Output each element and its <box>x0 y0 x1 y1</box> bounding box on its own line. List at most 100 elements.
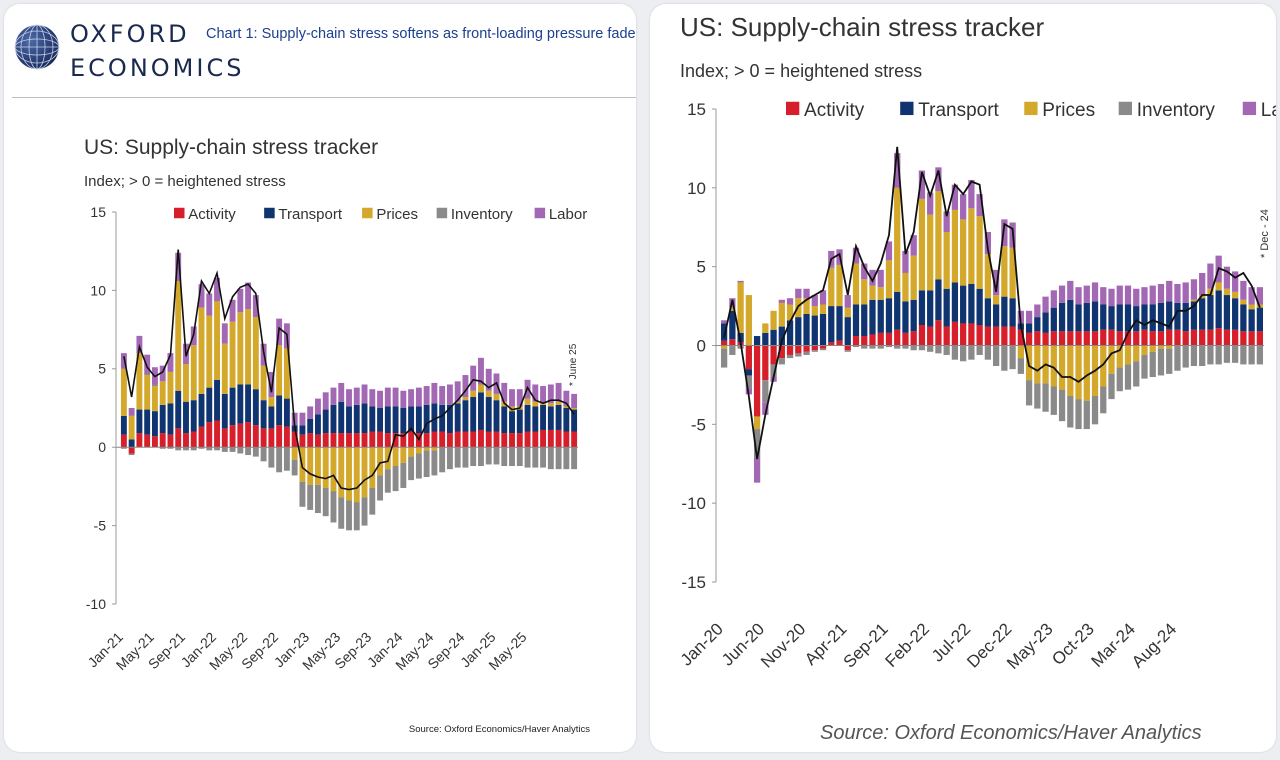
bar-prices <box>151 386 158 412</box>
bar-prices <box>1157 345 1165 349</box>
bar-activity <box>1190 329 1198 346</box>
bar-prices <box>1108 345 1115 374</box>
bar-transport <box>1256 307 1264 332</box>
right-chart-panel: US: Supply-chain stress tracker Index; > … <box>650 4 1276 752</box>
bar-labor <box>1100 287 1107 305</box>
bar-inventory <box>894 345 901 349</box>
bar-inventory <box>563 447 570 470</box>
bar-transport <box>1141 304 1148 330</box>
bar-transport <box>984 298 992 327</box>
bar-labor <box>1075 287 1082 305</box>
bar-transport <box>555 404 562 430</box>
bar-labor <box>935 167 942 191</box>
bar-labor <box>532 384 539 402</box>
bar-prices <box>1223 288 1231 296</box>
bar-transport <box>1174 302 1181 330</box>
bar-prices <box>330 447 337 492</box>
bar-labor <box>423 386 430 405</box>
bar-labor <box>415 387 422 407</box>
bar-prices <box>493 393 500 401</box>
bar-inventory <box>361 497 368 526</box>
bar-activity <box>762 345 769 381</box>
bar-inventory <box>214 447 220 451</box>
bar-labor <box>737 280 744 283</box>
bar-inventory <box>540 447 547 468</box>
bar-transport <box>1001 296 1008 327</box>
bar-inventory <box>183 447 189 451</box>
bar-transport <box>1232 298 1239 330</box>
bar-transport <box>795 317 802 346</box>
bar-transport <box>307 418 314 434</box>
bar-prices <box>1001 246 1008 297</box>
y-tick-label: -5 <box>94 518 107 534</box>
bar-labor <box>198 284 205 308</box>
bar-activity <box>795 345 802 354</box>
bar-prices <box>852 263 860 305</box>
bar-labor <box>1248 287 1255 305</box>
bar-transport <box>836 306 843 341</box>
right-source-note: Source: Oxford Economics/Haver Analytics <box>820 722 1202 744</box>
bar-transport <box>968 284 975 324</box>
bar-inventory <box>330 491 337 523</box>
bar-transport <box>175 390 182 429</box>
bar-prices <box>268 397 275 407</box>
bar-inventory <box>1199 345 1206 366</box>
bar-activity <box>1215 328 1222 346</box>
bar-transport <box>1124 304 1132 332</box>
bar-activity <box>992 326 1000 346</box>
bar-inventory <box>1141 354 1148 379</box>
bar-labor <box>1240 280 1247 300</box>
bar-labor <box>330 387 337 405</box>
bar-inventory <box>1091 395 1099 425</box>
bar-activity <box>729 339 736 346</box>
bar-inventory <box>1190 345 1198 366</box>
bar-activity <box>540 429 547 448</box>
bar-transport <box>1116 304 1123 332</box>
bar-labor <box>307 406 314 419</box>
bar-inventory <box>811 350 818 352</box>
bar-activity <box>392 433 399 448</box>
bar-transport <box>745 369 752 376</box>
legend-label-transport: Transport <box>918 100 999 121</box>
bar-prices <box>819 304 827 314</box>
logo-line2: ECONOMICS <box>70 54 245 82</box>
bar-activity <box>844 345 851 351</box>
bar-activity <box>175 428 182 448</box>
bar-inventory <box>454 447 461 468</box>
bar-inventory <box>229 447 236 452</box>
bar-prices <box>844 307 851 318</box>
bar-labor <box>1108 288 1115 307</box>
bar-activity <box>1042 332 1049 346</box>
bar-inventory <box>485 447 492 465</box>
bar-prices <box>1009 247 1016 299</box>
bar-activity <box>136 433 143 448</box>
bar-activity <box>120 434 127 448</box>
bar-transport <box>353 404 360 434</box>
bar-labor <box>299 412 306 426</box>
bar-activity <box>869 334 876 346</box>
bar-inventory <box>338 497 345 529</box>
bar-labor <box>1199 272 1206 296</box>
bar-activity <box>819 345 827 349</box>
bar-prices <box>175 280 182 391</box>
bar-transport <box>1149 304 1156 332</box>
bar-activity <box>470 431 477 448</box>
bar-prices <box>276 345 283 396</box>
bar-inventory <box>960 345 967 362</box>
bar-prices <box>1116 345 1123 368</box>
legend-swatch-inventory <box>436 207 448 219</box>
bar-prices <box>221 343 228 394</box>
bar-labor <box>167 353 174 372</box>
bar-activity <box>501 433 508 448</box>
bar-labor <box>1190 279 1198 300</box>
bar-inventory <box>976 345 983 355</box>
legend-label-inventory: Inventory <box>451 206 513 223</box>
bar-inventory <box>844 350 851 352</box>
bar-labor <box>384 387 391 407</box>
bar-prices <box>885 260 893 299</box>
bar-activity <box>1149 331 1156 346</box>
legend-swatch-transport <box>264 207 275 219</box>
bar-transport <box>1240 304 1247 332</box>
bar-transport <box>408 406 415 432</box>
bar-activity <box>1083 331 1090 346</box>
